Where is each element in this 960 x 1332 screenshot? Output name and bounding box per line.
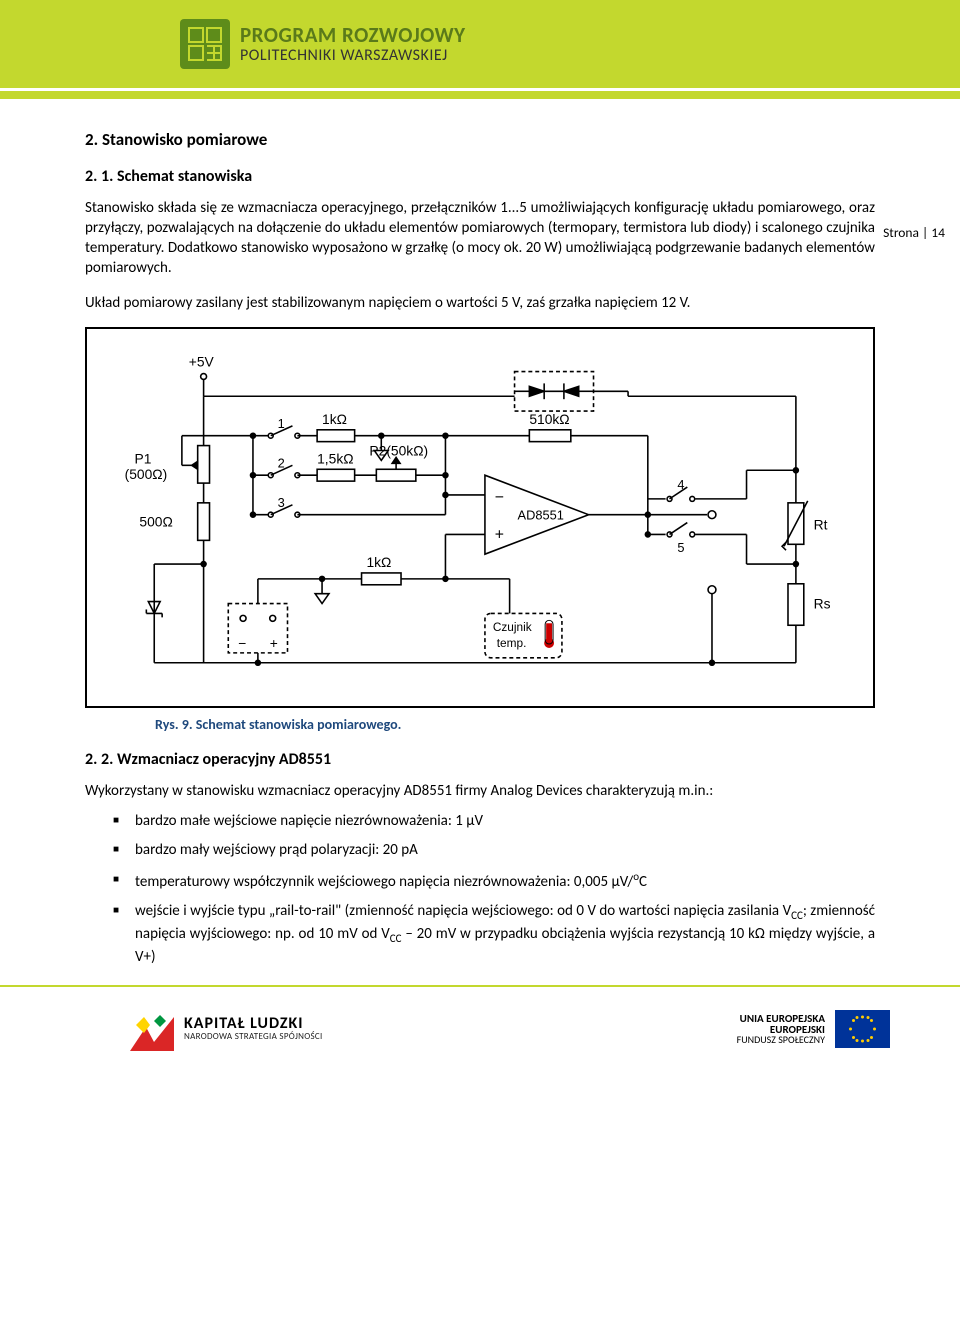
label-rt: Rt [814,516,828,532]
circuit-schematic: +5V [85,327,875,709]
label-510k: 510kΩ [529,411,569,427]
header-title: PROGRAM ROZWOJOWY [240,24,466,47]
header-logo: PROGRAM ROZWOJOWY POLITECHNIKI WARSZAWSK… [180,19,466,69]
svg-text:Czujnik: Czujnik [493,620,532,634]
label-5v: +5V [189,353,215,369]
footer-right-logo: UNIA EUROPEJSKA EUROPEJSKI FUNDUSZ SPOŁE… [737,1010,890,1048]
kapital-ludzki-icon [130,1007,174,1051]
paragraph-1: Stanowisko składa się ze wzmacniacza ope… [85,198,875,279]
header-accent [0,91,960,99]
list-item: temperaturowy współczynnik wejściowego n… [113,870,875,892]
list-item: wejście i wyjście typu „rail-to-rail" (z… [113,901,875,967]
label-p1-val: (500Ω) [125,466,168,482]
label-500: 500Ω [139,513,172,529]
list-item: bardzo małe wejściowe napięcie niezrówno… [113,811,875,831]
subsection1-title: 2. 1. Schemat stanowiska [85,166,875,188]
page-number: Strona | 14 [883,224,945,242]
svg-text:temp.: temp. [497,636,527,650]
label-sw1: 1 [278,416,285,431]
label-1_5k: 1,5kΩ [317,450,353,466]
page-footer: KAPITAŁ LUDZKI NARODOWA STRATEGIA SPÓJNO… [0,985,960,1071]
eu-flag-icon [835,1010,890,1048]
label-p1: P1 [134,450,151,466]
svg-text:−: − [495,489,504,506]
footer-left-logo: KAPITAŁ LUDZKI NARODOWA STRATEGIA SPÓJNO… [130,1007,323,1051]
kl-subtitle: NARODOWA STRATEGIA SPÓJNOŚCI [184,1032,323,1041]
label-sw3: 3 [278,495,285,510]
characteristics-list: bardzo małe wejściowe napięcie niezrówno… [85,811,875,967]
logo-icon [180,19,230,69]
paragraph-2: Układ pomiarowy zasilany jest stabilizow… [85,293,875,313]
svg-text:+: + [495,526,504,543]
label-1k-b: 1kΩ [366,554,391,570]
label-1k-a: 1kΩ [322,411,347,427]
figure-caption: Rys. 9. Schemat stanowiska pomiarowego. [155,716,875,735]
page-header: PROGRAM ROZWOJOWY POLITECHNIKI WARSZAWSK… [0,0,960,88]
label-rs: Rs [814,595,831,611]
svg-text:−: − [238,635,246,651]
label-sw4: 4 [677,477,684,492]
svg-text:+: + [270,635,278,651]
eu-line3: FUNDUSZ SPOŁECZNY [737,1035,825,1045]
label-p2: P2(50kΩ) [369,442,428,458]
char-intro: Wykorzystany w stanowisku wzmacniacz ope… [85,781,875,801]
header-subtitle: POLITECHNIKI WARSZAWSKIEJ [240,47,466,65]
section-title: 2. Stanowisko pomiarowe [85,129,875,152]
label-sw2: 2 [278,455,285,470]
label-sw5: 5 [677,540,684,555]
kl-title: KAPITAŁ LUDZKI [184,1016,323,1032]
label-opamp: AD8551 [518,507,564,522]
list-item: bardzo mały wejściowy prąd polaryzacji: … [113,840,875,860]
subsection2-title: 2. 2. Wzmacniacz operacyjny AD8551 [85,749,875,771]
